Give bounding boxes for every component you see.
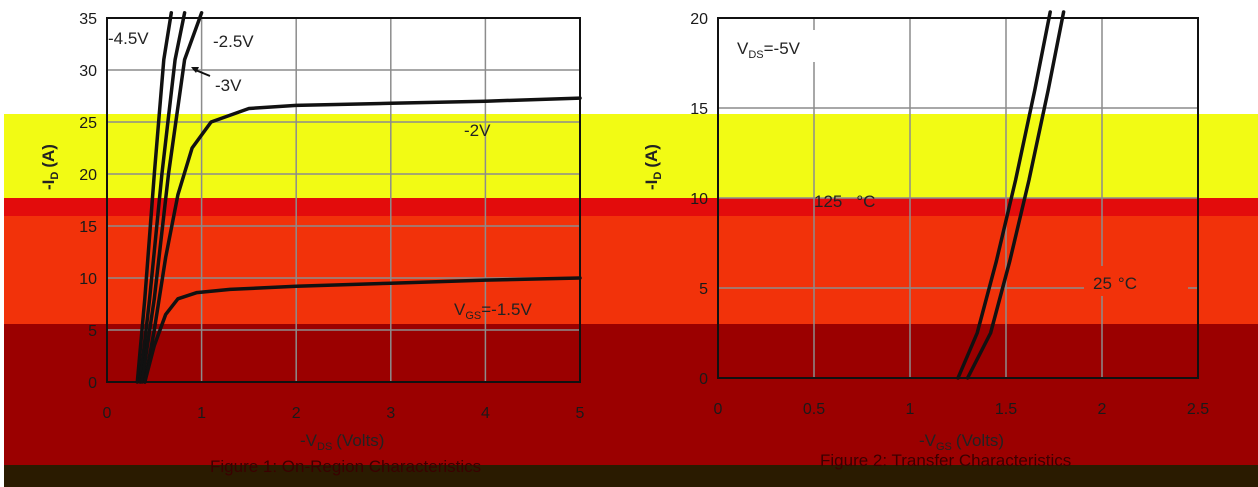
x-tick-label: 1 xyxy=(906,401,915,418)
y-axis-label-sub: D xyxy=(49,172,61,180)
plot-border xyxy=(106,17,581,383)
annotation-125-unit: °C xyxy=(856,192,875,211)
y-tick-label: 5 xyxy=(699,281,708,298)
series-line xyxy=(140,11,204,384)
annotation-v: V xyxy=(454,300,466,319)
grid xyxy=(717,17,1199,379)
x-tick-label: 5 xyxy=(576,405,585,422)
band-black xyxy=(4,465,1258,487)
series-group xyxy=(956,10,1066,380)
y-tick-label: 0 xyxy=(88,375,97,392)
x-tick-label: 2 xyxy=(1098,401,1107,418)
y-axis-label-unit: (A) xyxy=(39,144,58,168)
y-tick-label: 10 xyxy=(690,191,708,208)
y-tick-label: 30 xyxy=(79,63,97,80)
y-axis-label-main: -I xyxy=(642,180,661,190)
series-line xyxy=(143,276,582,384)
y-tick-label: 15 xyxy=(690,101,708,118)
y-axis-label: -ID (A) xyxy=(39,144,61,190)
x-axis-label: -VGS (Volts) xyxy=(919,431,1004,453)
annotation-25-value: 25 xyxy=(1093,274,1112,293)
x-axis-label-main: -V xyxy=(919,431,937,450)
series-line xyxy=(965,10,1066,380)
series-line xyxy=(956,10,1052,380)
x-tick-label: 2.5 xyxy=(1187,401,1209,418)
annotation-vds: VDS=-5V xyxy=(737,39,801,61)
y-tick-label: 15 xyxy=(79,219,97,236)
x-tick-labels: 0 1 2 3 4 5 xyxy=(103,405,585,422)
y-tick-label: 10 xyxy=(79,271,97,288)
chart-2: 0 5 10 15 20 0 0.5 1 1.5 2 2.5 VDS=-5V 125 °C 25 °C… xyxy=(642,10,1210,470)
annotation-vgs-3: -3V xyxy=(215,76,242,95)
annotation-125c: 125 °C xyxy=(814,192,875,211)
y-axis-label-sub: D xyxy=(652,172,664,180)
series-group xyxy=(135,11,582,384)
y-tick-label: 25 xyxy=(79,115,97,132)
annotation-v: V xyxy=(737,39,749,58)
band-dark-red xyxy=(4,324,1258,466)
x-tick-label: 2 xyxy=(292,405,301,422)
figure-2-caption: Figure 2: Transfer Characteristics xyxy=(820,451,1071,470)
x-tick-label: 0 xyxy=(103,405,112,422)
annotation-vgs-2-5: -2.5V xyxy=(213,32,254,51)
chart-1: 0 5 10 15 20 25 30 35 0 1 2 3 4 5 -4.5V -2.5V -3V -2… xyxy=(39,11,585,476)
x-tick-label: 1 xyxy=(197,405,206,422)
band-red-top xyxy=(4,198,1258,218)
y-axis-label-main: -I xyxy=(39,180,58,190)
x-axis-label-sub: GS xyxy=(936,441,952,453)
y-tick-labels: 0 5 10 15 20 xyxy=(690,11,708,388)
y-tick-label: 35 xyxy=(79,11,97,28)
x-axis-label-sub: DS xyxy=(317,441,332,453)
y-tick-label: 20 xyxy=(690,11,708,28)
annotation-125-value: 125 xyxy=(814,192,842,211)
x-axis-label-unit: (Volts) xyxy=(956,431,1004,450)
x-axis-label: -VDS (Volts) xyxy=(300,431,384,453)
x-tick-labels: 0 0.5 1 1.5 2 2.5 xyxy=(714,401,1210,418)
annotation-ds-value: =-5V xyxy=(764,39,801,58)
x-tick-label: 0 xyxy=(714,401,723,418)
annotation-gs-value: =-1.5V xyxy=(481,300,532,319)
x-tick-label: 4 xyxy=(481,405,490,422)
x-axis-label-main: -V xyxy=(300,431,318,450)
x-tick-label: 1.5 xyxy=(995,401,1017,418)
svg-text:-ID(A): -ID (A) xyxy=(642,144,664,190)
y-tick-labels: 0 5 10 15 20 25 30 35 xyxy=(79,11,97,392)
arrow-head-icon xyxy=(191,67,199,73)
annotation-ds-sub: DS xyxy=(748,49,763,61)
y-tick-label: 0 xyxy=(699,371,708,388)
y-tick-label: 20 xyxy=(79,167,97,184)
series-line xyxy=(135,11,174,384)
annotation-vds-bg xyxy=(728,30,824,62)
svg-text:-ID(A): -ID (A) xyxy=(39,144,61,190)
annotation-25c: 25 °C xyxy=(1093,274,1137,293)
annotation-vgs-4-5: -4.5V xyxy=(108,29,149,48)
plot-frame xyxy=(106,17,581,383)
annotation-25-bg xyxy=(1084,266,1188,296)
series-line xyxy=(143,96,582,384)
annotation-gs-sub: GS xyxy=(465,310,481,322)
x-axis-label-unit: (Volts) xyxy=(336,431,384,450)
annotation-vgs-2: -2V xyxy=(464,121,491,140)
x-tick-label: 0.5 xyxy=(803,401,825,418)
y-axis-label-unit: (A) xyxy=(642,144,661,168)
y-axis-label: -ID (A) xyxy=(642,144,664,190)
annotation-25-unit: °C xyxy=(1118,274,1137,293)
annotation-vgs-1-5: VGS=-1.5V xyxy=(454,300,532,322)
figure-1-caption: Figure 1: On-Region Characteristics xyxy=(210,457,481,476)
band-yellow xyxy=(4,114,1258,202)
y-tick-label: 5 xyxy=(88,323,97,340)
x-tick-label: 3 xyxy=(386,405,395,422)
band-red xyxy=(4,216,1258,326)
series-line xyxy=(138,11,187,384)
